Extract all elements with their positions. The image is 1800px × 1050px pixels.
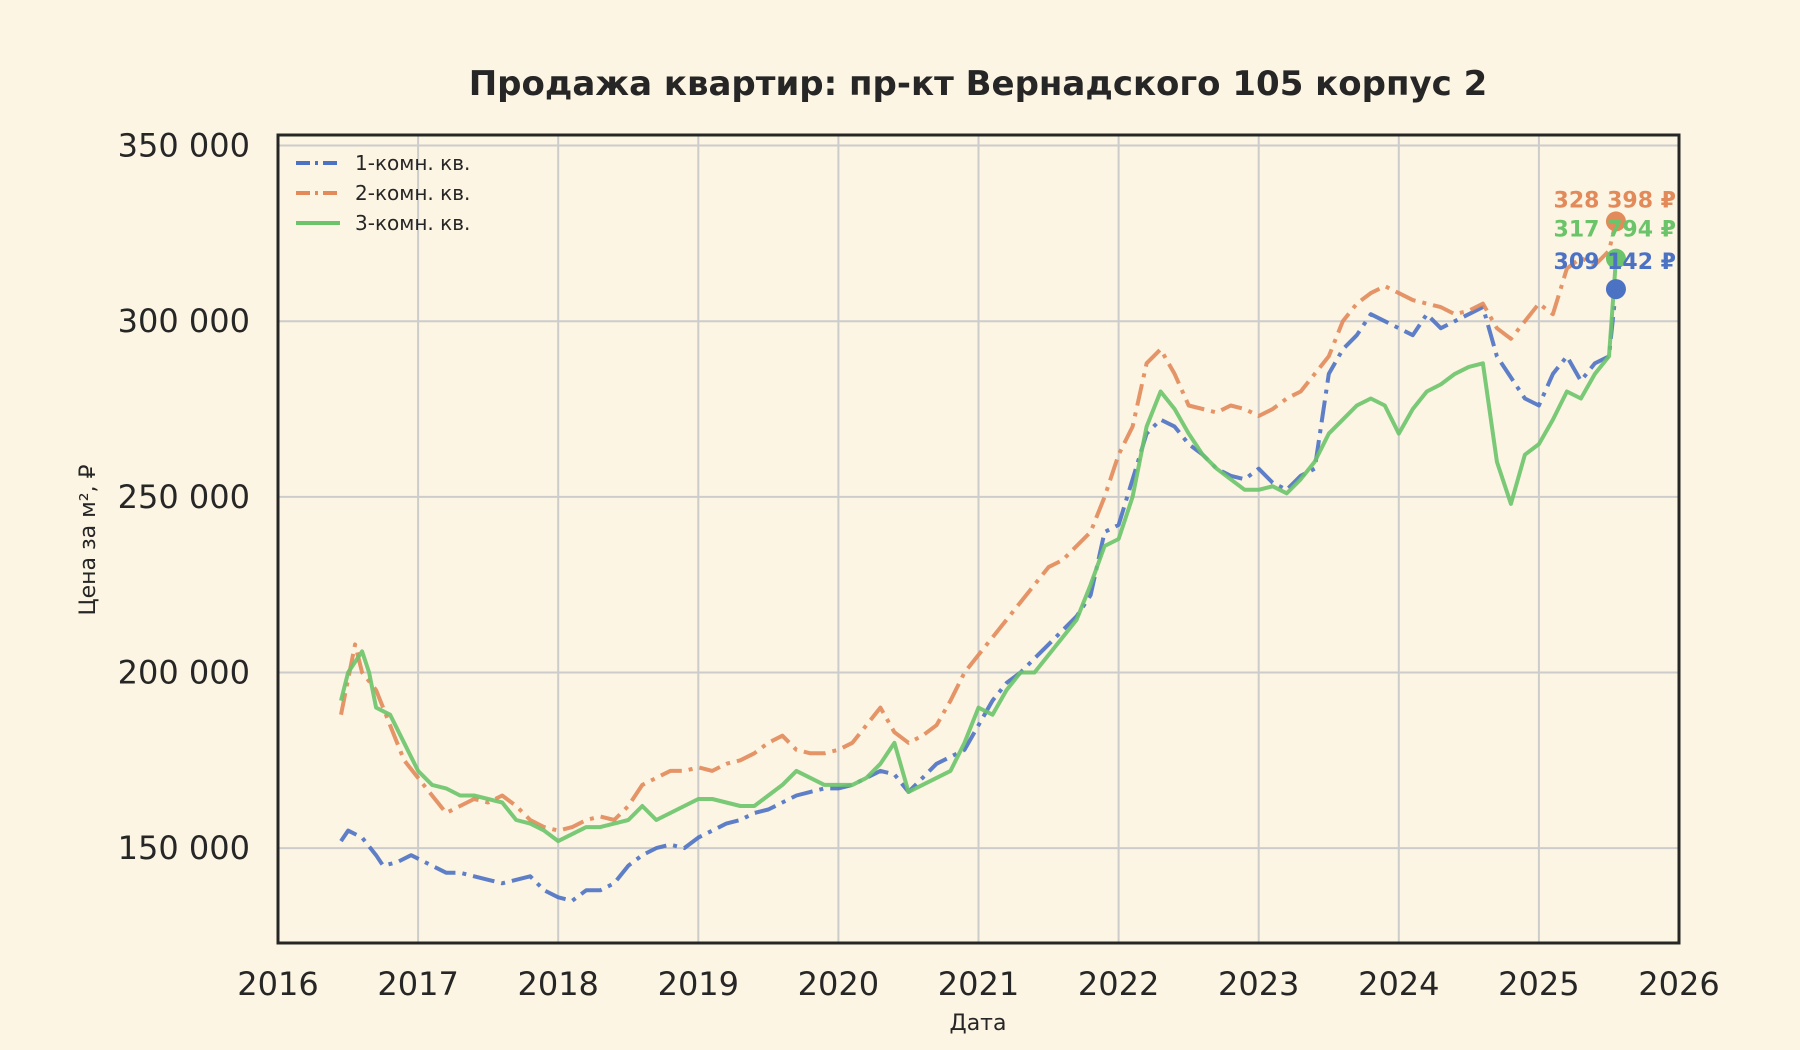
series-line-2 [339,220,1618,833]
x-tick-label: 2024 [1358,965,1439,1003]
y-tick-label: 300 000 [118,302,250,340]
end-markers: 328 398 ₽ 317 794 ₽ 309 142 ₽ [1554,188,1676,300]
end-marker [1605,248,1626,269]
y-tick-label: 350 000 [118,127,250,165]
x-axis-label: Дата [950,1011,1007,1036]
x-tick-label: 2019 [658,965,739,1003]
legend-label: 1-комн. кв. [355,151,470,175]
end-marker [1605,211,1626,232]
series-line-3 [339,258,1618,844]
y-axis-label: Цена за м², ₽ [76,464,101,615]
x-tick-label: 2016 [237,965,318,1003]
x-tick-label: 2017 [377,965,458,1003]
y-tick-label: 200 000 [118,653,250,691]
end-value-label: 328 398 ₽ [1554,188,1676,213]
end-value-label: 309 142 ₽ [1554,250,1676,275]
end-marker [1605,279,1626,300]
legend-label: 2-комн. кв. [355,181,470,205]
legend: 1-комн. кв. 2-комн. кв. 3-комн. кв. [296,151,470,235]
y-tick-label: 250 000 [118,478,250,516]
x-tick-label: 2020 [798,965,879,1003]
end-value-label: 317 794 ₽ [1554,218,1676,243]
y-axis-ticks: 150 000 200 000 250 000 300 000 350 000 [118,127,250,868]
x-tick-label: 2023 [1218,965,1299,1003]
x-tick-label: 2022 [1078,965,1159,1003]
series-line-1 [339,288,1618,903]
x-tick-label: 2026 [1638,965,1719,1003]
plot-frame [276,133,1681,945]
series-layer [339,220,1618,903]
legend-label: 3-комн. кв. [355,211,470,235]
y-tick-label: 150 000 [118,829,250,867]
grid [277,135,1680,943]
x-tick-label: 2018 [517,965,598,1003]
x-axis-ticks: 2016 2017 2018 2019 2020 2021 2022 2023 2024 2025… [237,965,1719,1003]
x-tick-label: 2021 [938,965,1019,1003]
x-tick-label: 2025 [1498,965,1579,1003]
chart-title: Продажа квартир: пр-кт Вернадского 105 к… [469,64,1488,104]
